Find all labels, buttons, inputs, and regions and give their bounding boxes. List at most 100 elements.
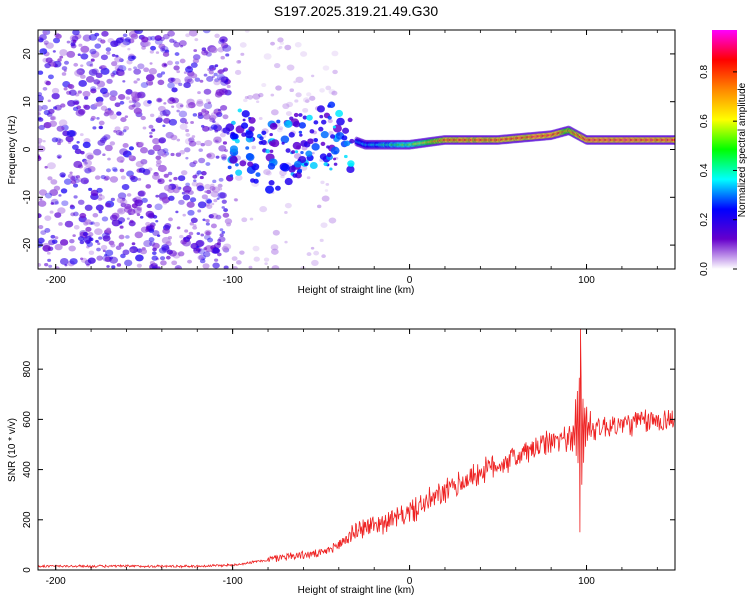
noise-blob [44, 262, 49, 267]
noise-blob [90, 58, 95, 62]
ridge-blob [329, 167, 333, 171]
noise-blob [217, 69, 225, 75]
noise-blob [42, 86, 48, 91]
noise-blob [87, 154, 94, 160]
noise-blob [122, 33, 128, 38]
noise-blob [161, 153, 168, 158]
noise-blob [142, 168, 151, 175]
noise-blob [47, 74, 54, 80]
noise-blob [121, 183, 130, 191]
ridge-blob [330, 134, 336, 139]
colorbar-tick-label: 0.4 [699, 163, 710, 177]
noise-blob [225, 53, 230, 57]
noise-blob [161, 71, 166, 75]
noise-blob [47, 258, 52, 262]
noise-blob [184, 229, 189, 233]
noise-blob [126, 217, 130, 220]
noise-blob [38, 213, 42, 219]
noise-blob [111, 166, 118, 172]
noise-blob [159, 256, 166, 261]
noise-blob [198, 157, 206, 164]
noise-blob [109, 95, 117, 102]
noise-blob [258, 117, 263, 121]
noise-blob [197, 91, 201, 95]
noise-blob [272, 229, 280, 236]
noise-blob [139, 215, 144, 219]
noise-blob [187, 102, 196, 109]
ridge-blob [294, 160, 302, 168]
ridge-blob [269, 149, 274, 153]
noise-blob [198, 148, 203, 152]
noise-blob [101, 136, 108, 142]
ridge-blob [235, 169, 243, 176]
ridge-blob [309, 161, 318, 170]
noise-blob [293, 80, 297, 84]
noise-blob [217, 47, 225, 53]
noise-blob [273, 62, 281, 69]
noise-blob [124, 115, 129, 119]
noise-blob [220, 154, 227, 160]
noise-blob [179, 58, 186, 64]
ridge-blob [245, 130, 254, 139]
noise-blob [59, 172, 66, 178]
noise-blob [319, 88, 325, 93]
noise-blob [102, 235, 111, 242]
noise-blob [174, 52, 180, 56]
noise-blob [221, 206, 225, 209]
noise-blob [167, 82, 175, 89]
noise-blob [219, 233, 224, 237]
noise-blob [118, 131, 125, 136]
ridge-blob [299, 133, 303, 137]
noise-blob [162, 51, 170, 57]
noise-blob [311, 259, 319, 266]
noise-blob [145, 74, 155, 82]
noise-blob [49, 210, 54, 214]
noise-blob [212, 120, 216, 124]
noise-blob [194, 77, 201, 82]
noise-blob [102, 249, 106, 253]
noise-blob [219, 228, 224, 232]
noise-blob [171, 87, 178, 93]
noise-blob [186, 65, 192, 70]
noise-blob [50, 115, 57, 121]
noise-blob [224, 218, 233, 225]
noise-blob [321, 195, 330, 202]
noise-blob [49, 120, 58, 127]
noise-blob [175, 210, 179, 214]
noise-blob [206, 204, 213, 210]
noise-blob [141, 197, 148, 203]
noise-blob [197, 201, 207, 209]
noise-blob [223, 208, 228, 213]
y-tick-label: 0 [22, 146, 33, 152]
noise-blob [162, 124, 166, 128]
noise-blob [110, 197, 115, 202]
noise-blob [118, 234, 125, 240]
ridge-blob [235, 163, 239, 167]
ridge-blob [311, 143, 320, 151]
noise-blob [156, 159, 162, 165]
noise-blob [66, 130, 76, 137]
noise-blob [240, 52, 245, 56]
noise-blob [284, 202, 292, 209]
noise-blob [178, 199, 185, 205]
noise-blob [128, 154, 134, 159]
noise-blob [69, 171, 73, 175]
noise-blob [133, 68, 142, 75]
ridge-blob [270, 139, 280, 148]
noise-blob [189, 222, 194, 226]
ridge-blob [248, 117, 256, 124]
noise-blob [319, 238, 324, 242]
x-tick-label: 0 [407, 275, 413, 286]
noise-blob [122, 249, 130, 256]
noise-blob [189, 197, 197, 203]
ridge-blob [333, 162, 338, 166]
noise-blob [96, 80, 106, 88]
noise-blob [219, 132, 226, 138]
noise-blob [193, 179, 197, 183]
noise-blob [118, 71, 126, 77]
noise-blob [75, 175, 81, 179]
noise-blob [73, 211, 79, 217]
noise-blob [87, 166, 96, 173]
noise-blob [92, 126, 97, 130]
noise-blob [181, 191, 186, 195]
